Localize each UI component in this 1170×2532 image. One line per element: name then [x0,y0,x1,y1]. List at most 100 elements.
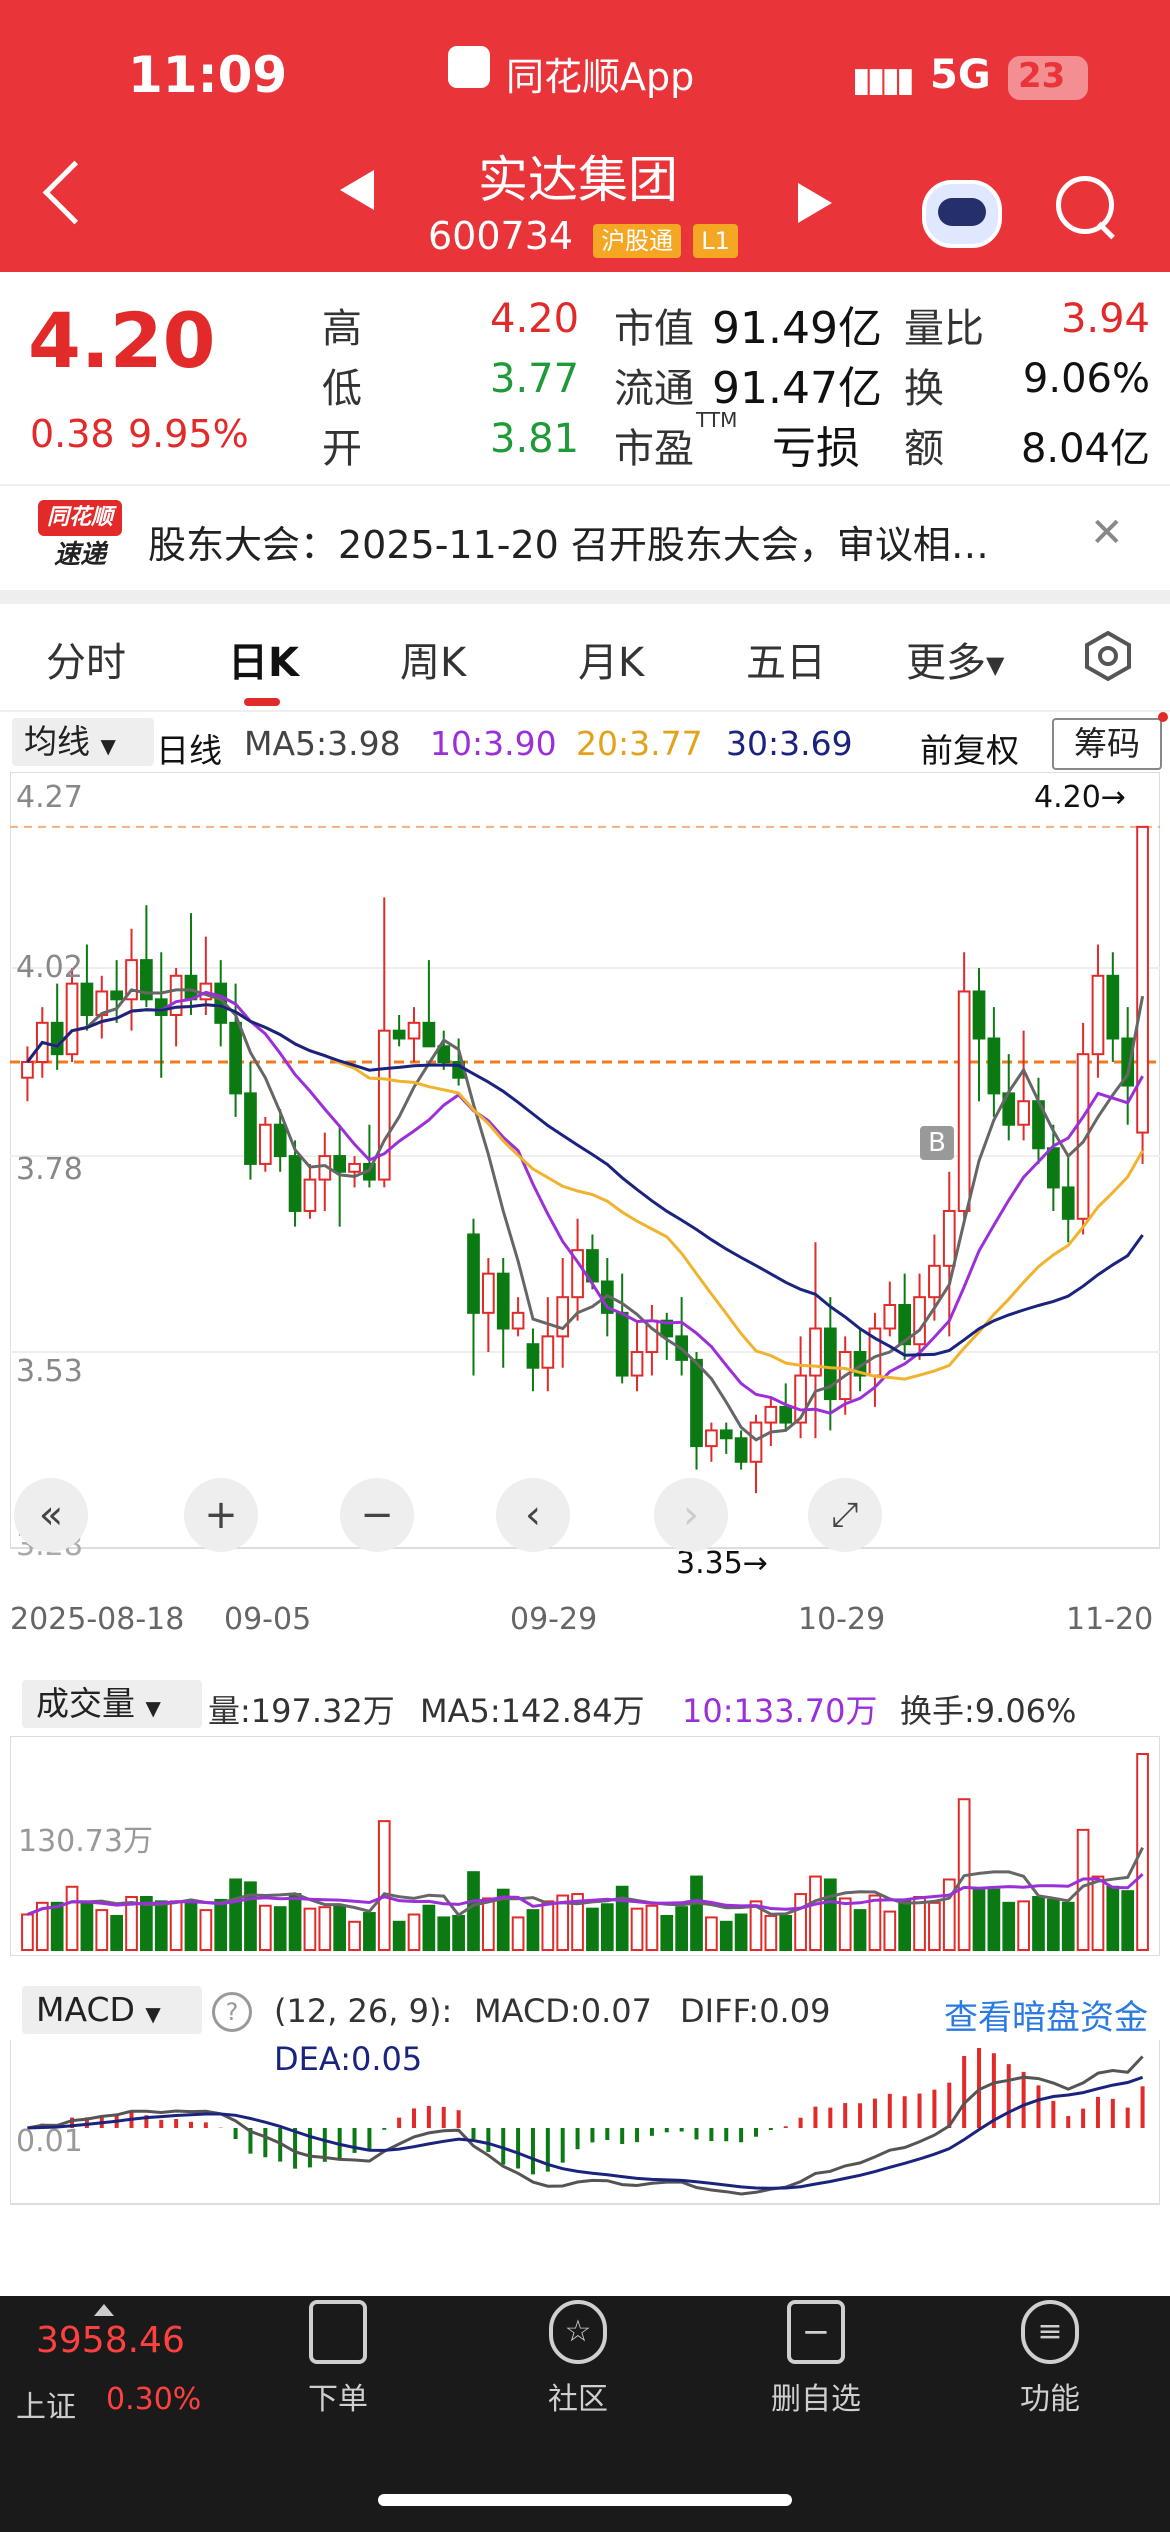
volume-bar [65,1885,79,1952]
divider [0,484,1170,486]
tab-day-k[interactable]: 日K [228,640,299,686]
volume-bar [1091,1875,1105,1951]
volume-bar [1061,1901,1075,1951]
zoom-in-button[interactable]: + [184,1478,258,1552]
volume-bar [556,1894,570,1951]
market-cap-label: 市值 [614,306,694,352]
candle [571,1249,584,1299]
candle [1047,1147,1060,1189]
volume-bar [452,1914,465,1952]
macd-y-label: 0.01 [16,2124,83,2159]
high-price-marker: 4.20→ [1034,780,1126,815]
candle [972,990,986,1040]
news-logo-bottom: 速递 [53,540,106,570]
amount-label: 额 [904,426,944,472]
buy-signal-badge[interactable]: B [920,1126,954,1160]
candle [184,974,198,1001]
chevron-down-icon: ▼ [100,734,116,758]
candle [1106,974,1120,1040]
volume-bar [407,1913,421,1951]
volume-bar [258,1904,272,1951]
price-change: 0.38 [30,412,115,456]
nav-community[interactable]: ☆ 社区 [498,2300,658,2418]
candle [229,1021,242,1095]
section-gap [0,590,1170,604]
volume-select[interactable]: 成交量 ▼ [22,1680,202,1728]
high-value: 4.20 [490,296,580,342]
ma30-line [26,1003,1144,1357]
tab-active-indicator [244,698,280,706]
next-stock-button[interactable] [798,183,832,223]
zoom-out-button[interactable]: − [340,1478,414,1552]
volume-select-label: 成交量 [36,1684,135,1723]
volume-bar [244,1881,257,1951]
tab-week-k[interactable]: 周K [400,640,467,686]
volume-value: 量:197.32万 [208,1692,395,1730]
candle [511,1311,525,1330]
nav-order[interactable]: 下单 [258,2300,418,2418]
tab-five-day[interactable]: 五日 [746,640,826,686]
volume-bar [928,1901,941,1951]
robot-assistant-icon[interactable] [922,180,1002,248]
x-label-1120: 11-20 [1066,1602,1154,1637]
macd-select[interactable]: MACD ▼ [22,1986,202,2034]
macd-svg [9,1985,1161,2205]
y-label-3.78: 3.78 [16,1152,83,1187]
level-badge: L1 [693,224,738,258]
back-button[interactable] [42,160,107,225]
volume-bar [214,1898,228,1951]
candle [21,1061,34,1079]
chips-button-label: 筹码 [1074,724,1140,763]
macd-params: (12, 26, 9): [274,1992,453,2030]
volume-bar [898,1898,912,1951]
kline-chart[interactable] [9,771,1161,1578]
volume-bar [288,1893,302,1951]
ma5-value: MA5:3.98 [244,724,401,763]
dark-pool-link[interactable]: 查看暗盘资金 [944,1998,1148,2038]
settings-hexagon-icon[interactable] [1082,630,1134,682]
volume-ratio-value: 3.94 [1060,296,1150,342]
volume-bar [169,1900,183,1951]
index-pct: 0.30% [106,2382,202,2417]
prev-bar-button[interactable]: ‹ [496,1478,570,1552]
status-time: 11:09 [128,46,288,104]
candle [110,990,123,1001]
status-battery: 23 [1018,56,1066,96]
help-icon[interactable]: ? [212,1992,252,2032]
prev-stock-button[interactable] [340,170,374,210]
candle [809,1327,822,1377]
candle [660,1319,674,1338]
pe-label: 市盈 [614,426,694,472]
next-bar-button[interactable]: › [654,1478,728,1552]
volume-bar [50,1901,64,1951]
tab-month-k[interactable]: 月K [578,640,645,686]
rewind-button[interactable]: « [14,1478,88,1552]
close-icon[interactable]: ✕ [1090,510,1124,556]
volume-bar [630,1907,644,1951]
chevron-down-icon: ▼ [986,651,1005,679]
indicator-select-label: 均线 [24,722,90,761]
tab-more[interactable]: 更多▼ [906,630,1004,688]
nav-remove-watchlist[interactable]: − 删自选 [736,2300,896,2418]
volume-bar [645,1904,659,1951]
volume-bar [883,1910,897,1952]
news-text[interactable]: 股东大会：2025-11-20 召开股东大会，审议相… [148,523,989,567]
ma10-line [26,990,1144,1415]
candle [169,974,183,1016]
nav-functions[interactable]: ≡ 功能 [970,2300,1130,2418]
fullscreen-button[interactable]: ⤢ [808,1478,882,1552]
volume-bar [660,1914,674,1952]
indicator-select[interactable]: 均线 ▼ [12,718,154,766]
search-icon[interactable] [1056,176,1114,234]
home-indicator[interactable] [378,2494,792,2506]
volume-bar [1017,1900,1030,1951]
candle [556,1296,570,1338]
candle [467,1233,480,1314]
index-value[interactable]: 3958.46 [36,2320,185,2361]
tab-timeshare[interactable]: 分时 [46,640,126,686]
chips-button[interactable]: 筹码 [1052,718,1162,770]
adjust-button[interactable]: 前复权 [920,731,1019,770]
candle [333,1155,347,1173]
volume-bar [184,1901,198,1951]
volume-bar [437,1916,451,1952]
